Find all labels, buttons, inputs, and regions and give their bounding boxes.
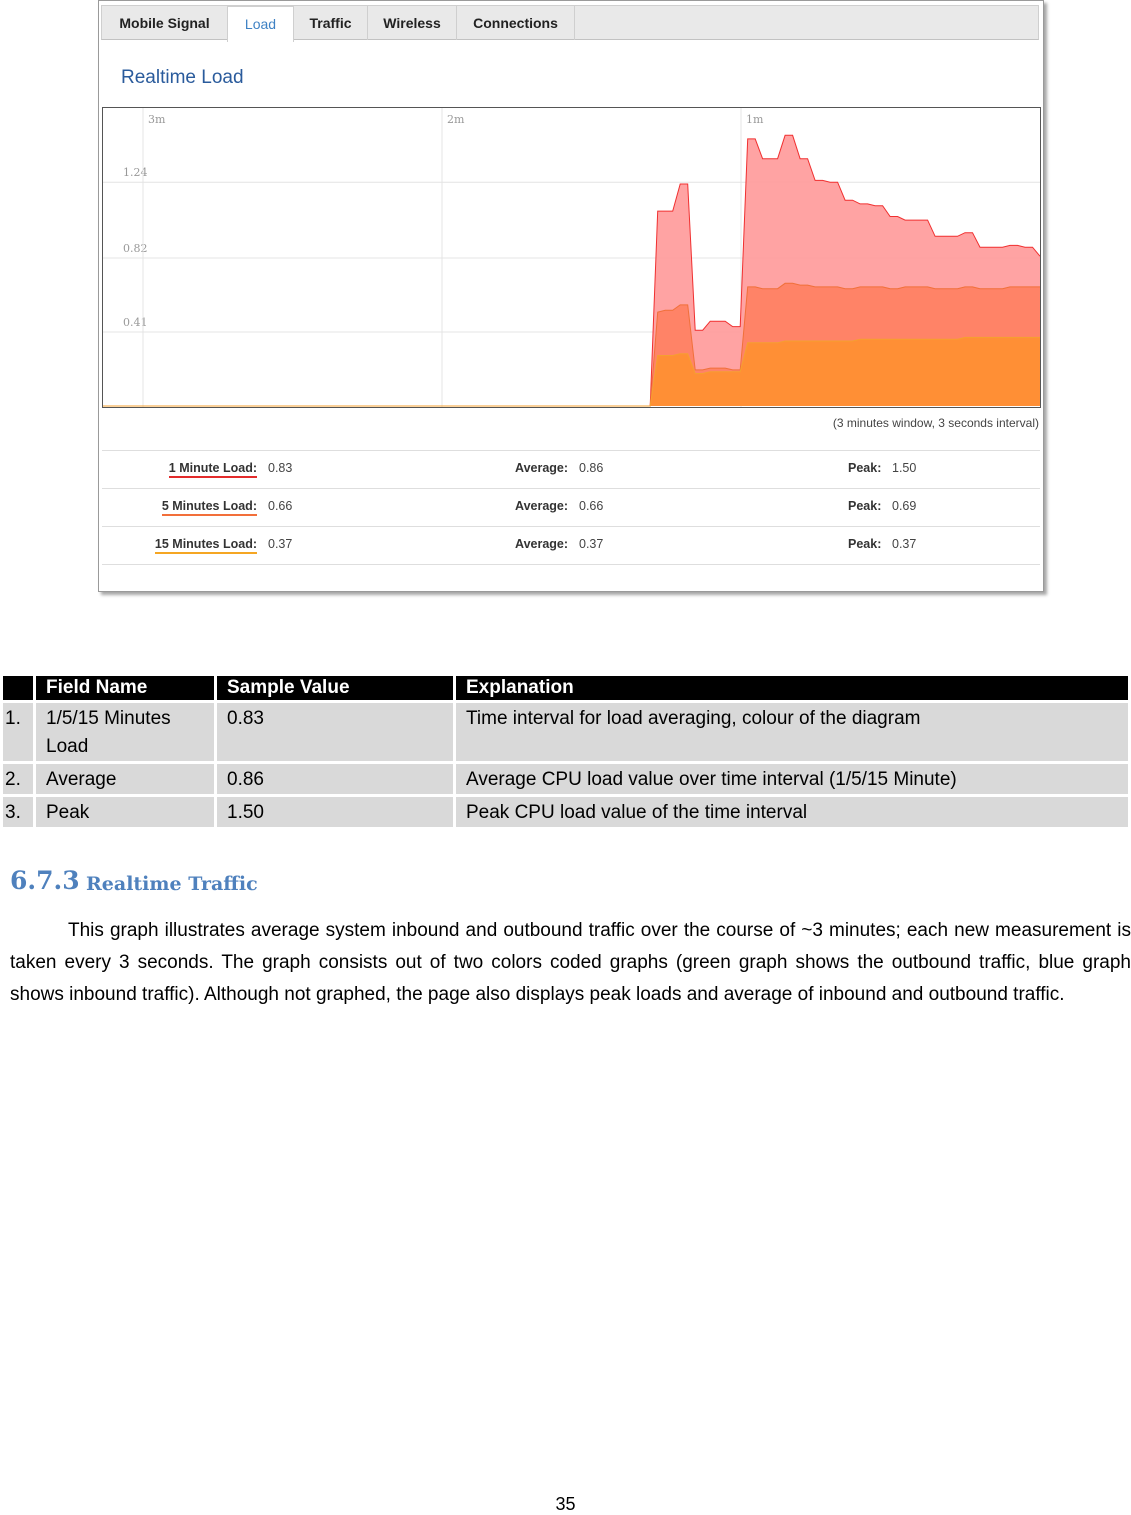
fifteen-minutes-load-label: 15 Minutes Load: bbox=[154, 537, 257, 554]
panel-title: Realtime Load bbox=[121, 67, 244, 88]
x-tick-label: 1m bbox=[746, 113, 764, 126]
table-cell: Peak bbox=[36, 797, 214, 827]
table-cell: 0.86 bbox=[217, 764, 453, 794]
table-header-cell: Field Name bbox=[36, 676, 214, 700]
x-tick-label: 2m bbox=[447, 113, 465, 126]
average-value: 0.37 bbox=[579, 537, 604, 551]
average-value: 0.86 bbox=[579, 461, 604, 475]
section-number: 6.7.3 bbox=[10, 866, 80, 895]
table-cell: 1/5/15 Minutes Load bbox=[36, 703, 214, 761]
section-title: Realtime Traffic bbox=[86, 873, 258, 895]
average-label: Average: bbox=[515, 499, 569, 513]
peak-value: 0.37 bbox=[892, 537, 917, 551]
average-label: Average: bbox=[515, 461, 569, 475]
tab-connections[interactable]: Connections bbox=[457, 6, 575, 40]
table-cell: 0.83 bbox=[217, 703, 453, 761]
table-cell: 1.50 bbox=[217, 797, 453, 827]
tab-bar: Mobile Signal Load Traffic Wireless Conn… bbox=[101, 5, 1039, 42]
load-chart-svg: 1.24 0.82 0.41 3m 2m 1m bbox=[103, 108, 1040, 407]
peak-value: 0.69 bbox=[892, 499, 917, 513]
table-row: 1. 1/5/15 Minutes Load 0.83 Time interva… bbox=[3, 703, 1128, 761]
peak-value: 1.50 bbox=[892, 461, 917, 475]
divider bbox=[102, 450, 1040, 451]
table-cell: Time interval for load averaging, colour… bbox=[456, 703, 1128, 761]
peak-label: Peak: bbox=[848, 499, 882, 513]
series-area bbox=[103, 337, 1040, 406]
table-header-cell: Sample Value bbox=[217, 676, 453, 700]
y-tick-label: 0.41 bbox=[123, 316, 148, 329]
fifteen-minutes-load-value: 0.37 bbox=[268, 537, 293, 551]
table-header-cell bbox=[3, 676, 33, 700]
section-body: This graph illustrates average system in… bbox=[10, 920, 1131, 1005]
five-minutes-load-label: 5 Minutes Load: bbox=[161, 499, 257, 516]
series-line bbox=[103, 336, 1040, 407]
table-cell: 3. bbox=[3, 797, 33, 827]
table-cell: Average bbox=[36, 764, 214, 794]
divider bbox=[102, 526, 1040, 527]
y-tick-label: 0.82 bbox=[123, 242, 148, 255]
table-row: 2. Average 0.86 Average CPU load value o… bbox=[3, 764, 1128, 794]
table-cell: Average CPU load value over time interva… bbox=[456, 764, 1128, 794]
divider bbox=[102, 488, 1040, 489]
table-header-cell: Explanation bbox=[456, 676, 1128, 700]
tab-mobile-signal[interactable]: Mobile Signal bbox=[102, 6, 228, 40]
table-row: 3. Peak 1.50 Peak CPU load value of the … bbox=[3, 797, 1128, 827]
load-screenshot: Mobile Signal Load Traffic Wireless Conn… bbox=[98, 0, 1044, 592]
average-value: 0.66 bbox=[579, 499, 604, 513]
tab-traffic[interactable]: Traffic bbox=[294, 6, 368, 40]
table-cell: Peak CPU load value of the time interval bbox=[456, 797, 1128, 827]
table-cell: 2. bbox=[3, 764, 33, 794]
one-minute-load-label: 1 Minute Load: bbox=[168, 461, 257, 478]
average-label: Average: bbox=[515, 537, 569, 551]
x-tick-label: 3m bbox=[148, 113, 166, 126]
five-minutes-load-value: 0.66 bbox=[268, 499, 293, 513]
one-minute-load-value: 0.83 bbox=[268, 461, 293, 475]
table-header-row: Field Name Sample Value Explanation bbox=[3, 676, 1128, 700]
divider bbox=[102, 564, 1040, 565]
field-table: Field Name Sample Value Explanation 1. 1… bbox=[0, 673, 1131, 830]
peak-label: Peak: bbox=[848, 537, 882, 551]
page-number: 35 bbox=[555, 1494, 576, 1514]
peak-label: Peak: bbox=[848, 461, 882, 475]
y-tick-label: 1.24 bbox=[123, 166, 148, 179]
tab-load[interactable]: Load bbox=[227, 6, 294, 42]
window-note: (3 minutes window, 3 seconds interval) bbox=[832, 416, 1039, 430]
load-chart: 1.24 0.82 0.41 3m 2m 1m bbox=[102, 107, 1041, 408]
tab-wireless[interactable]: Wireless bbox=[368, 6, 457, 40]
table-cell: 1. bbox=[3, 703, 33, 761]
